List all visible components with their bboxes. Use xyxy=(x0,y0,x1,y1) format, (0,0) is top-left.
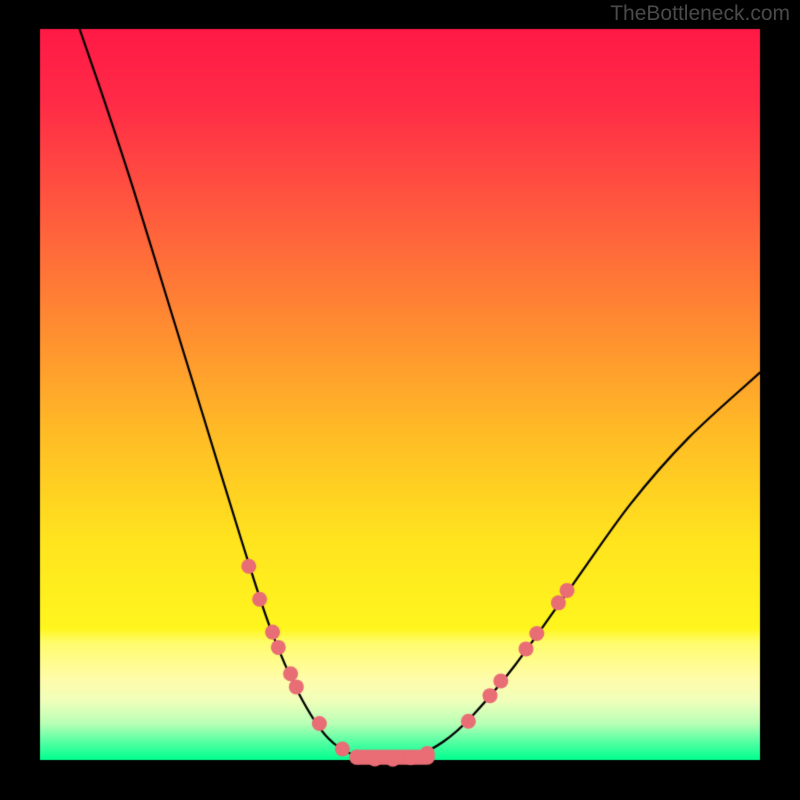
watermark-text: TheBottleneck.com xyxy=(610,2,790,26)
bottleneck-chart xyxy=(0,0,800,800)
